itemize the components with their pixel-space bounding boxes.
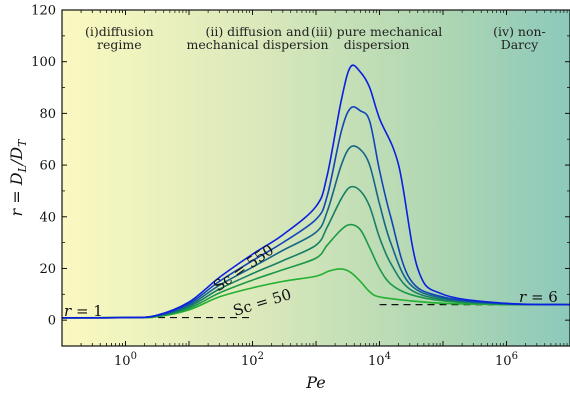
series-line-2 bbox=[62, 223, 570, 319]
y-axis-title: r = DL/DT bbox=[7, 138, 29, 217]
y-tick-label-100: 100 bbox=[31, 55, 56, 70]
y-tick-label-120: 120 bbox=[31, 4, 56, 19]
y-tick-label-20: 20 bbox=[39, 262, 56, 277]
x-tick-label-10-0: 100 bbox=[114, 351, 137, 369]
series-line-5 bbox=[62, 106, 570, 319]
annotation-r-equals-6: r = 6 bbox=[519, 288, 558, 306]
series-line-1 bbox=[62, 268, 570, 319]
region-label-2-line-1: (ii) diffusion and bbox=[205, 24, 309, 39]
x-tick-label-10-6: 106 bbox=[495, 351, 518, 369]
region-label-4-line-2: Darcy bbox=[501, 37, 539, 52]
y-tick-label-60: 60 bbox=[39, 159, 56, 174]
annotation-r-equals-1: r = 1 bbox=[64, 302, 103, 320]
axes: 0 20 40 60 80 100 120 100 102 104 106 bbox=[31, 4, 570, 369]
region-label-1-line-1: (i)diffusion bbox=[85, 24, 154, 39]
x-tick-label-10-2: 102 bbox=[241, 351, 264, 369]
region-label-3-line-2: dispersion bbox=[344, 37, 410, 52]
y-tick-label-80: 80 bbox=[39, 107, 56, 122]
y-tick-label-40: 40 bbox=[39, 210, 56, 225]
plot-background bbox=[62, 10, 570, 346]
series-line-6 bbox=[62, 64, 570, 319]
series-lines bbox=[62, 64, 570, 319]
region-label-4-line-1: (iv) non- bbox=[493, 24, 546, 39]
x-tick-label-10-4: 104 bbox=[368, 351, 391, 369]
series-line-3 bbox=[62, 185, 570, 319]
x-axis-title: Pe bbox=[305, 373, 326, 392]
region-label-3-line-1: (iii) pure mechanical bbox=[311, 24, 442, 39]
region-label-1-line-2: regime bbox=[97, 37, 142, 52]
series-line-4 bbox=[62, 145, 570, 319]
region-label-2-line-2: mechanical dispersion bbox=[187, 37, 329, 52]
y-tick-label-0: 0 bbox=[48, 314, 56, 329]
